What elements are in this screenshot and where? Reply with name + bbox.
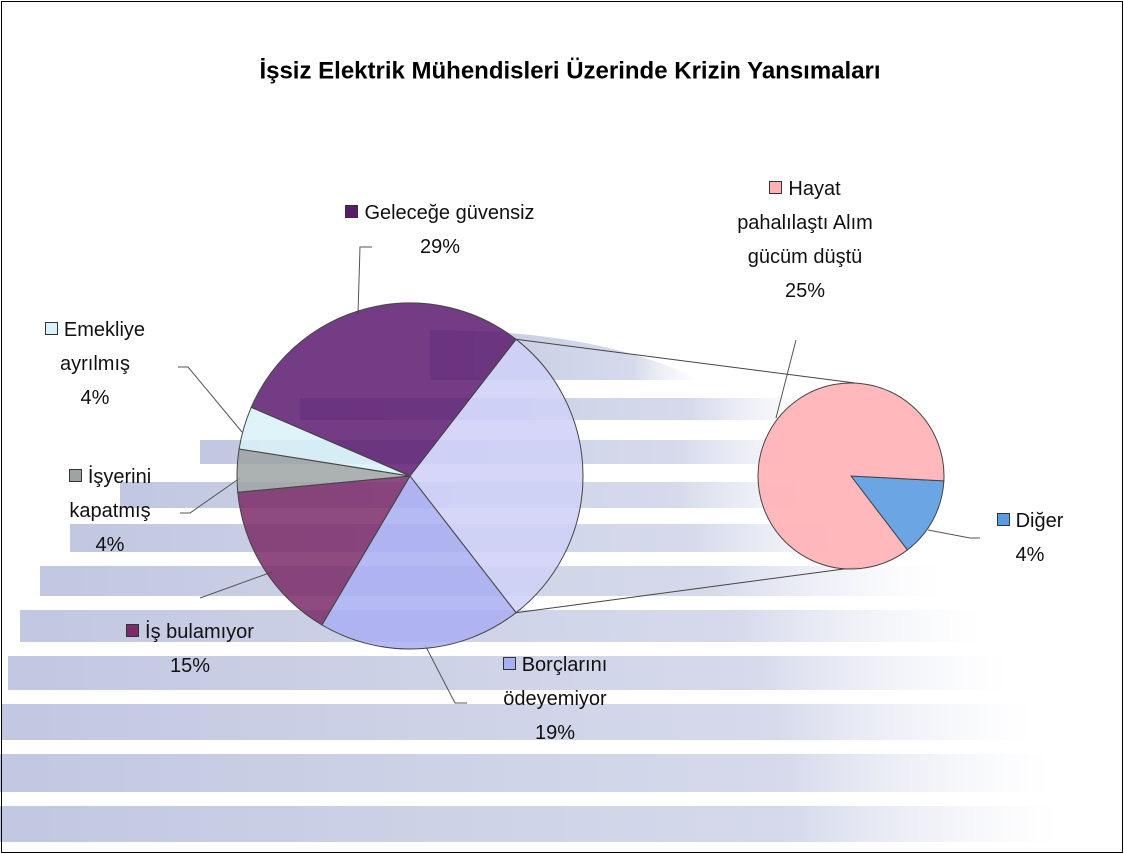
chart-page: İşsiz Elektrik Mühendisleri Üzerinde Kri… — [0, 0, 1124, 854]
chart-title: İşsiz Elektrik Mühendisleri Üzerinde Kri… — [259, 57, 880, 84]
